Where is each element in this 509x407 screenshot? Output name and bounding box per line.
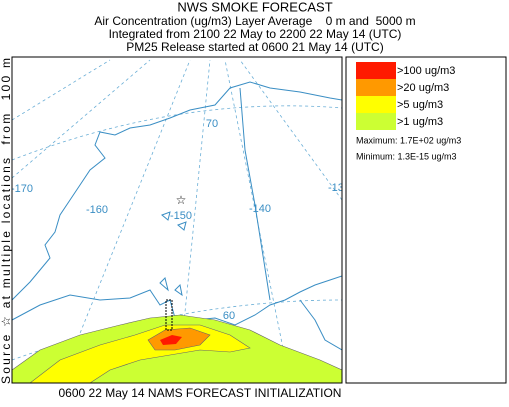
maximum: Maximum: 1.7E+02 ug/m3 bbox=[356, 135, 461, 145]
plume-4 bbox=[160, 335, 182, 345]
lon-line bbox=[12, 59, 151, 179]
legend-label: >100 ug/m3 bbox=[397, 65, 455, 77]
subtitle: PM25 Release started at 0600 21 May 14 (… bbox=[126, 40, 383, 54]
legend-label: >1 ug/m3 bbox=[397, 116, 443, 128]
map-label: 70 bbox=[206, 118, 218, 130]
legend: Maximum: 1.7E+02 ug/m3 Minimum: 1.3E-15 … bbox=[345, 56, 507, 384]
footer: 0600 22 May 14 NAMS FORECAST INITIALIZAT… bbox=[59, 386, 342, 400]
map-label: -140 bbox=[249, 203, 271, 215]
subtitle: Integrated from 2100 22 May to 2200 22 M… bbox=[109, 27, 402, 41]
coastline bbox=[299, 299, 342, 351]
legend-label: >20 ug/m3 bbox=[397, 82, 449, 94]
subtitle: Air Concentration (ug/m3) Layer Average … bbox=[94, 14, 415, 28]
legend-label: >5 ug/m3 bbox=[397, 99, 443, 111]
map-label: -130 bbox=[328, 182, 350, 194]
lon-line bbox=[239, 59, 342, 201]
source-star: ☆ bbox=[176, 193, 187, 207]
island bbox=[159, 211, 187, 297]
map-label: -150 bbox=[170, 210, 192, 222]
lon-line bbox=[59, 59, 191, 383]
title: NWS SMOKE FORECAST bbox=[177, 0, 332, 14]
border bbox=[239, 87, 271, 301]
side-label: Source ☆ at multiple locations from 100 … bbox=[0, 58, 13, 384]
legend-frame bbox=[345, 56, 507, 384]
lon-line bbox=[12, 59, 111, 121]
map-frame bbox=[11, 56, 343, 384]
minimum: Minimum: 1.3E-15 ug/m3 bbox=[356, 151, 457, 161]
legend-swatch bbox=[356, 79, 396, 96]
map: ☆ 70 -170 -160 -150 -140 -130 60 bbox=[11, 59, 350, 383]
legend-swatch bbox=[356, 62, 396, 79]
lat-line bbox=[12, 105, 342, 161]
map-label: -160 bbox=[86, 204, 108, 216]
map-label: -170 bbox=[11, 183, 33, 195]
lat-line bbox=[12, 299, 342, 361]
legend-swatch bbox=[356, 96, 396, 113]
legend-swatch bbox=[356, 113, 396, 130]
source-markers bbox=[165, 299, 173, 331]
coastline bbox=[12, 81, 342, 301]
map-label: 60 bbox=[223, 310, 235, 322]
